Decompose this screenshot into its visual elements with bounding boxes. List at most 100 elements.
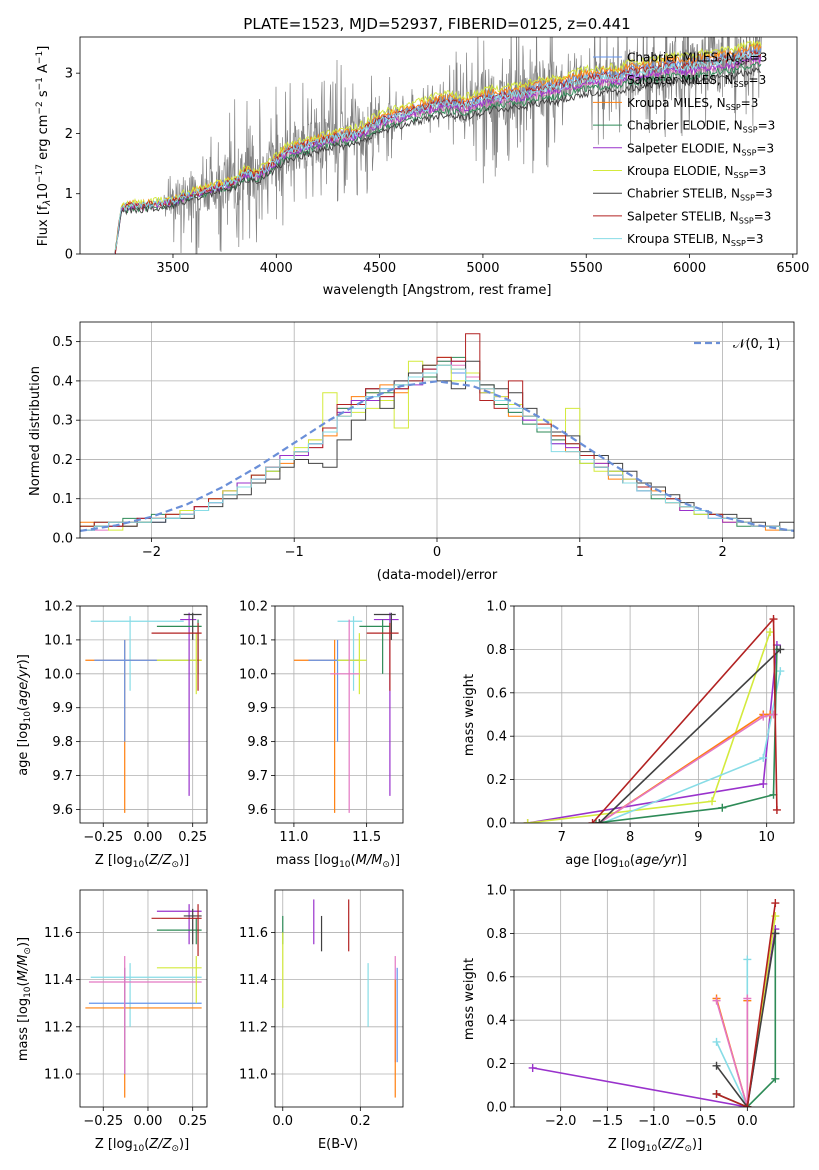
x-tick-label: 0.0 — [272, 1114, 293, 1129]
y-tick-label: 0.1 — [52, 492, 73, 507]
mass-weight-marker — [743, 955, 752, 964]
panel-2-plot — [85, 612, 202, 813]
model-spectrum — [114, 50, 762, 254]
y-tick-label: 0 — [65, 248, 73, 263]
mass-weight-marker — [772, 805, 781, 814]
y-tick-label: 9.7 — [247, 769, 268, 784]
x-tick-label: −0.5 — [685, 1114, 717, 1129]
x-tick-label: −1 — [285, 545, 304, 560]
y-tick-label: 0.8 — [486, 927, 507, 942]
x-tick-label: 0.25 — [178, 1114, 207, 1129]
panel-6-plot — [282, 899, 398, 1098]
spectrum-panel: PLATE=1523, MJD=52937, FIBERID=0125, z=0… — [35, 15, 631, 298]
y-tick-label: 0.0 — [486, 817, 507, 832]
age-mass-xlabel: mass [log10(M/M⊙)] — [276, 853, 400, 870]
x-tick-label: 0.00 — [133, 1114, 162, 1129]
x-tick-label: −1.5 — [592, 1114, 624, 1129]
panel-5-axes: −0.25 0.00 0.25 11.0 11.2 11.4 11.6 — [44, 889, 208, 1129]
age-metallicity-xlabel: Z [log10(Z/Z⊙)] — [95, 853, 189, 870]
mass-weight-marker — [776, 667, 785, 676]
mass-metallicity-panel: Z [log10(Z/Z⊙)] mass [log10(M/M⊙)] — [16, 937, 189, 1154]
weight-age-panel: age [log10(age/yr)] mass weight — [462, 674, 687, 870]
panel-1-frame — [79, 321, 795, 539]
x-tick-label: 0.0 — [737, 1114, 758, 1129]
mass-weight-line — [715, 959, 749, 1107]
x-tick-label: 6500 — [776, 261, 809, 276]
y-tick-label: 10.1 — [239, 633, 268, 648]
mass-weight-marker — [712, 1089, 721, 1098]
y-tick-label: 0.0 — [486, 1101, 507, 1116]
x-tick-label: −0.25 — [83, 830, 123, 845]
mass-weight-marker — [769, 615, 778, 624]
x-tick-label: 0.25 — [178, 830, 207, 845]
y-tick-label: 9.8 — [52, 735, 73, 750]
y-tick-label: 1.0 — [486, 600, 507, 615]
mass-weight-line — [715, 998, 749, 1107]
y-tick-label: 2 — [65, 127, 73, 142]
y-tick-label: 10.2 — [44, 600, 73, 615]
y-tick-label: 11.0 — [239, 1067, 268, 1082]
mass-weight-marker — [766, 628, 775, 637]
mass-weight-marker — [771, 899, 780, 908]
y-tick-label: 0.2 — [52, 453, 73, 468]
y-tick-label: 11.0 — [44, 1067, 73, 1082]
mass-weight-marker — [771, 912, 780, 921]
mass-weight-line — [598, 713, 774, 823]
legend-entry: Salpeter STELIB, NSSP=3 — [627, 209, 771, 225]
model-spectrum — [114, 47, 762, 254]
mass-weight-marker — [743, 994, 752, 1003]
model-spectrum — [114, 40, 762, 251]
panel-4-frame — [513, 605, 795, 824]
panel-6-frame — [274, 889, 404, 1108]
y-tick-label: 10.0 — [239, 667, 268, 682]
x-tick-label: 11.5 — [352, 830, 381, 845]
x-tick-label: 8 — [626, 830, 634, 845]
y-tick-label: 1.0 — [486, 884, 507, 899]
residual-ylabel: Normed distribution — [28, 366, 43, 496]
mass-weight-line — [715, 933, 777, 1107]
y-tick-label: 0.2 — [486, 1057, 507, 1072]
panel-3-axes: 11.0 11.5 9.6 9.7 9.8 9.9 10.0 10.1 10.2 — [239, 600, 404, 845]
mass-weight-line — [716, 902, 777, 1107]
mass-weight-line — [527, 645, 778, 823]
x-tick-label: −0.25 — [83, 1114, 123, 1129]
y-tick-label: 0.2 — [486, 773, 507, 788]
panel-0-frame — [79, 36, 798, 255]
observed-spectrum — [114, 37, 762, 254]
spectrum-xlabel: wavelength [Angstrom, rest frame] — [323, 283, 552, 298]
mass-weight-marker — [595, 819, 604, 823]
svg-text:Z [log10(Z/Z⊙)]: Z [log10(Z/Z⊙)] — [95, 853, 189, 870]
y-tick-label: 0.4 — [52, 374, 73, 389]
x-tick-label: 1 — [576, 545, 584, 560]
legend-entry: Chabrier STELIB, NSSP=3 — [627, 187, 773, 203]
mass-weight-marker — [771, 1074, 780, 1083]
panel-0-axes: 3500 4000 4500 5000 5500 6000 6500 0 1 2 3 Chabrier… — [65, 36, 809, 276]
mass-weight-line — [527, 631, 771, 823]
x-tick-label: 0.00 — [133, 830, 162, 845]
panel-3-frame — [274, 605, 404, 824]
svg-text:age [log10(age/yr)]: age [log10(age/yr)] — [16, 654, 33, 776]
x-tick-label: 4000 — [260, 261, 293, 276]
normal-reference-curve — [80, 380, 794, 533]
y-tick-label: 1 — [65, 187, 73, 202]
svg-text:mass [log10(M/M⊙)]: mass [log10(M/M⊙)] — [276, 853, 400, 870]
x-tick-label: 4500 — [363, 261, 396, 276]
age-mass-panel: mass [log10(M/M⊙)] — [276, 853, 400, 870]
mass-weight-marker — [776, 645, 785, 654]
mass-weight-marker — [769, 710, 778, 719]
legend-entry: Kroupa MILES, NSSP=3 — [627, 96, 758, 112]
mass-metallicity-ylabel: mass [log10(M/M⊙)] — [16, 937, 33, 1061]
x-tick-label: −2 — [142, 545, 161, 560]
x-tick-label: 7 — [558, 830, 566, 845]
y-tick-label: 11.6 — [239, 926, 268, 941]
x-tick-label: 2 — [718, 545, 726, 560]
y-tick-label: 10.1 — [44, 633, 73, 648]
age-metallicity-panel: Z [log10(Z/Z⊙)] age [log10(age/yr)] — [16, 654, 189, 870]
y-tick-label: 10.0 — [44, 667, 73, 682]
panel-4-plot — [523, 615, 785, 823]
x-tick-label: 11.0 — [279, 830, 308, 845]
y-tick-label: 0.4 — [486, 1014, 507, 1029]
weight-age-xlabel: age [log10(age/yr)] — [565, 853, 687, 870]
residual-panel: (data-model)/error Normed distribution — [28, 366, 498, 583]
